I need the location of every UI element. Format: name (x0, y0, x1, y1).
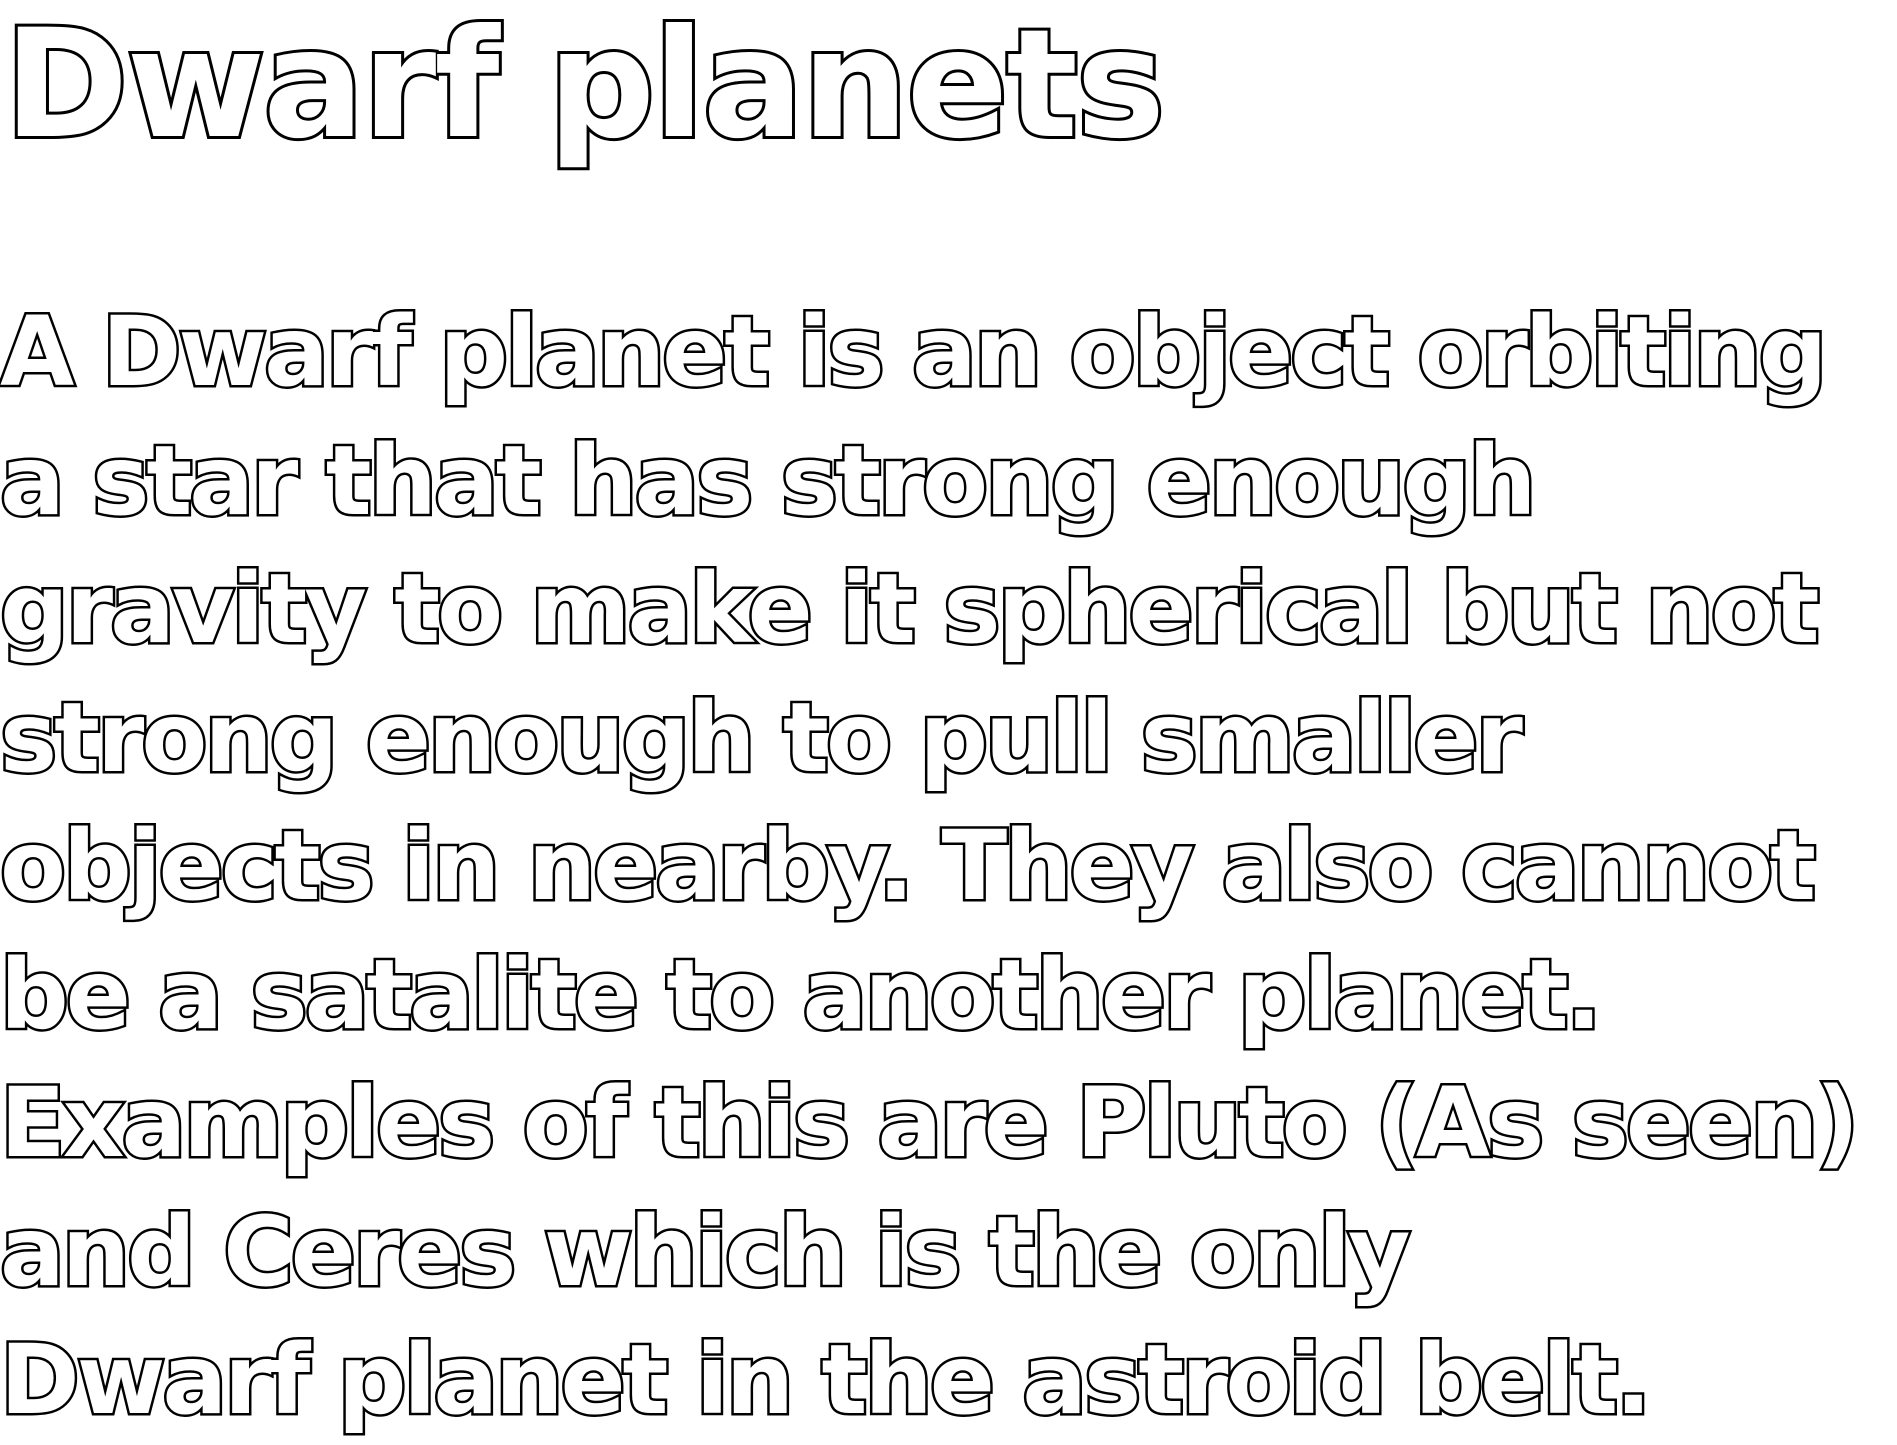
body-line-7: Examples of this are Pluto (As seen) (0, 1065, 1862, 1182)
body-line-6: be a satalite to another planet. (0, 936, 1604, 1053)
body-paragraph: A Dwarf planet is an object orbiting a s… (0, 288, 1862, 1445)
body-line-4: strong enough to pull smaller (0, 679, 1525, 796)
body-line-3: gravity to make it spherical but not (0, 551, 1822, 668)
page-title: Dwarf planets (1, 0, 1168, 173)
body-line-9: Dwarf planet in the astroid belt. (0, 1322, 1654, 1439)
body-line-1: A Dwarf planet is an object orbiting (0, 294, 1830, 411)
body-line-2: a star that has strong enough (0, 422, 1539, 539)
body-line-8: and Ceres which is the only (0, 1193, 1413, 1310)
body-line-5: objects in nearby. They also cannot (0, 808, 1819, 925)
